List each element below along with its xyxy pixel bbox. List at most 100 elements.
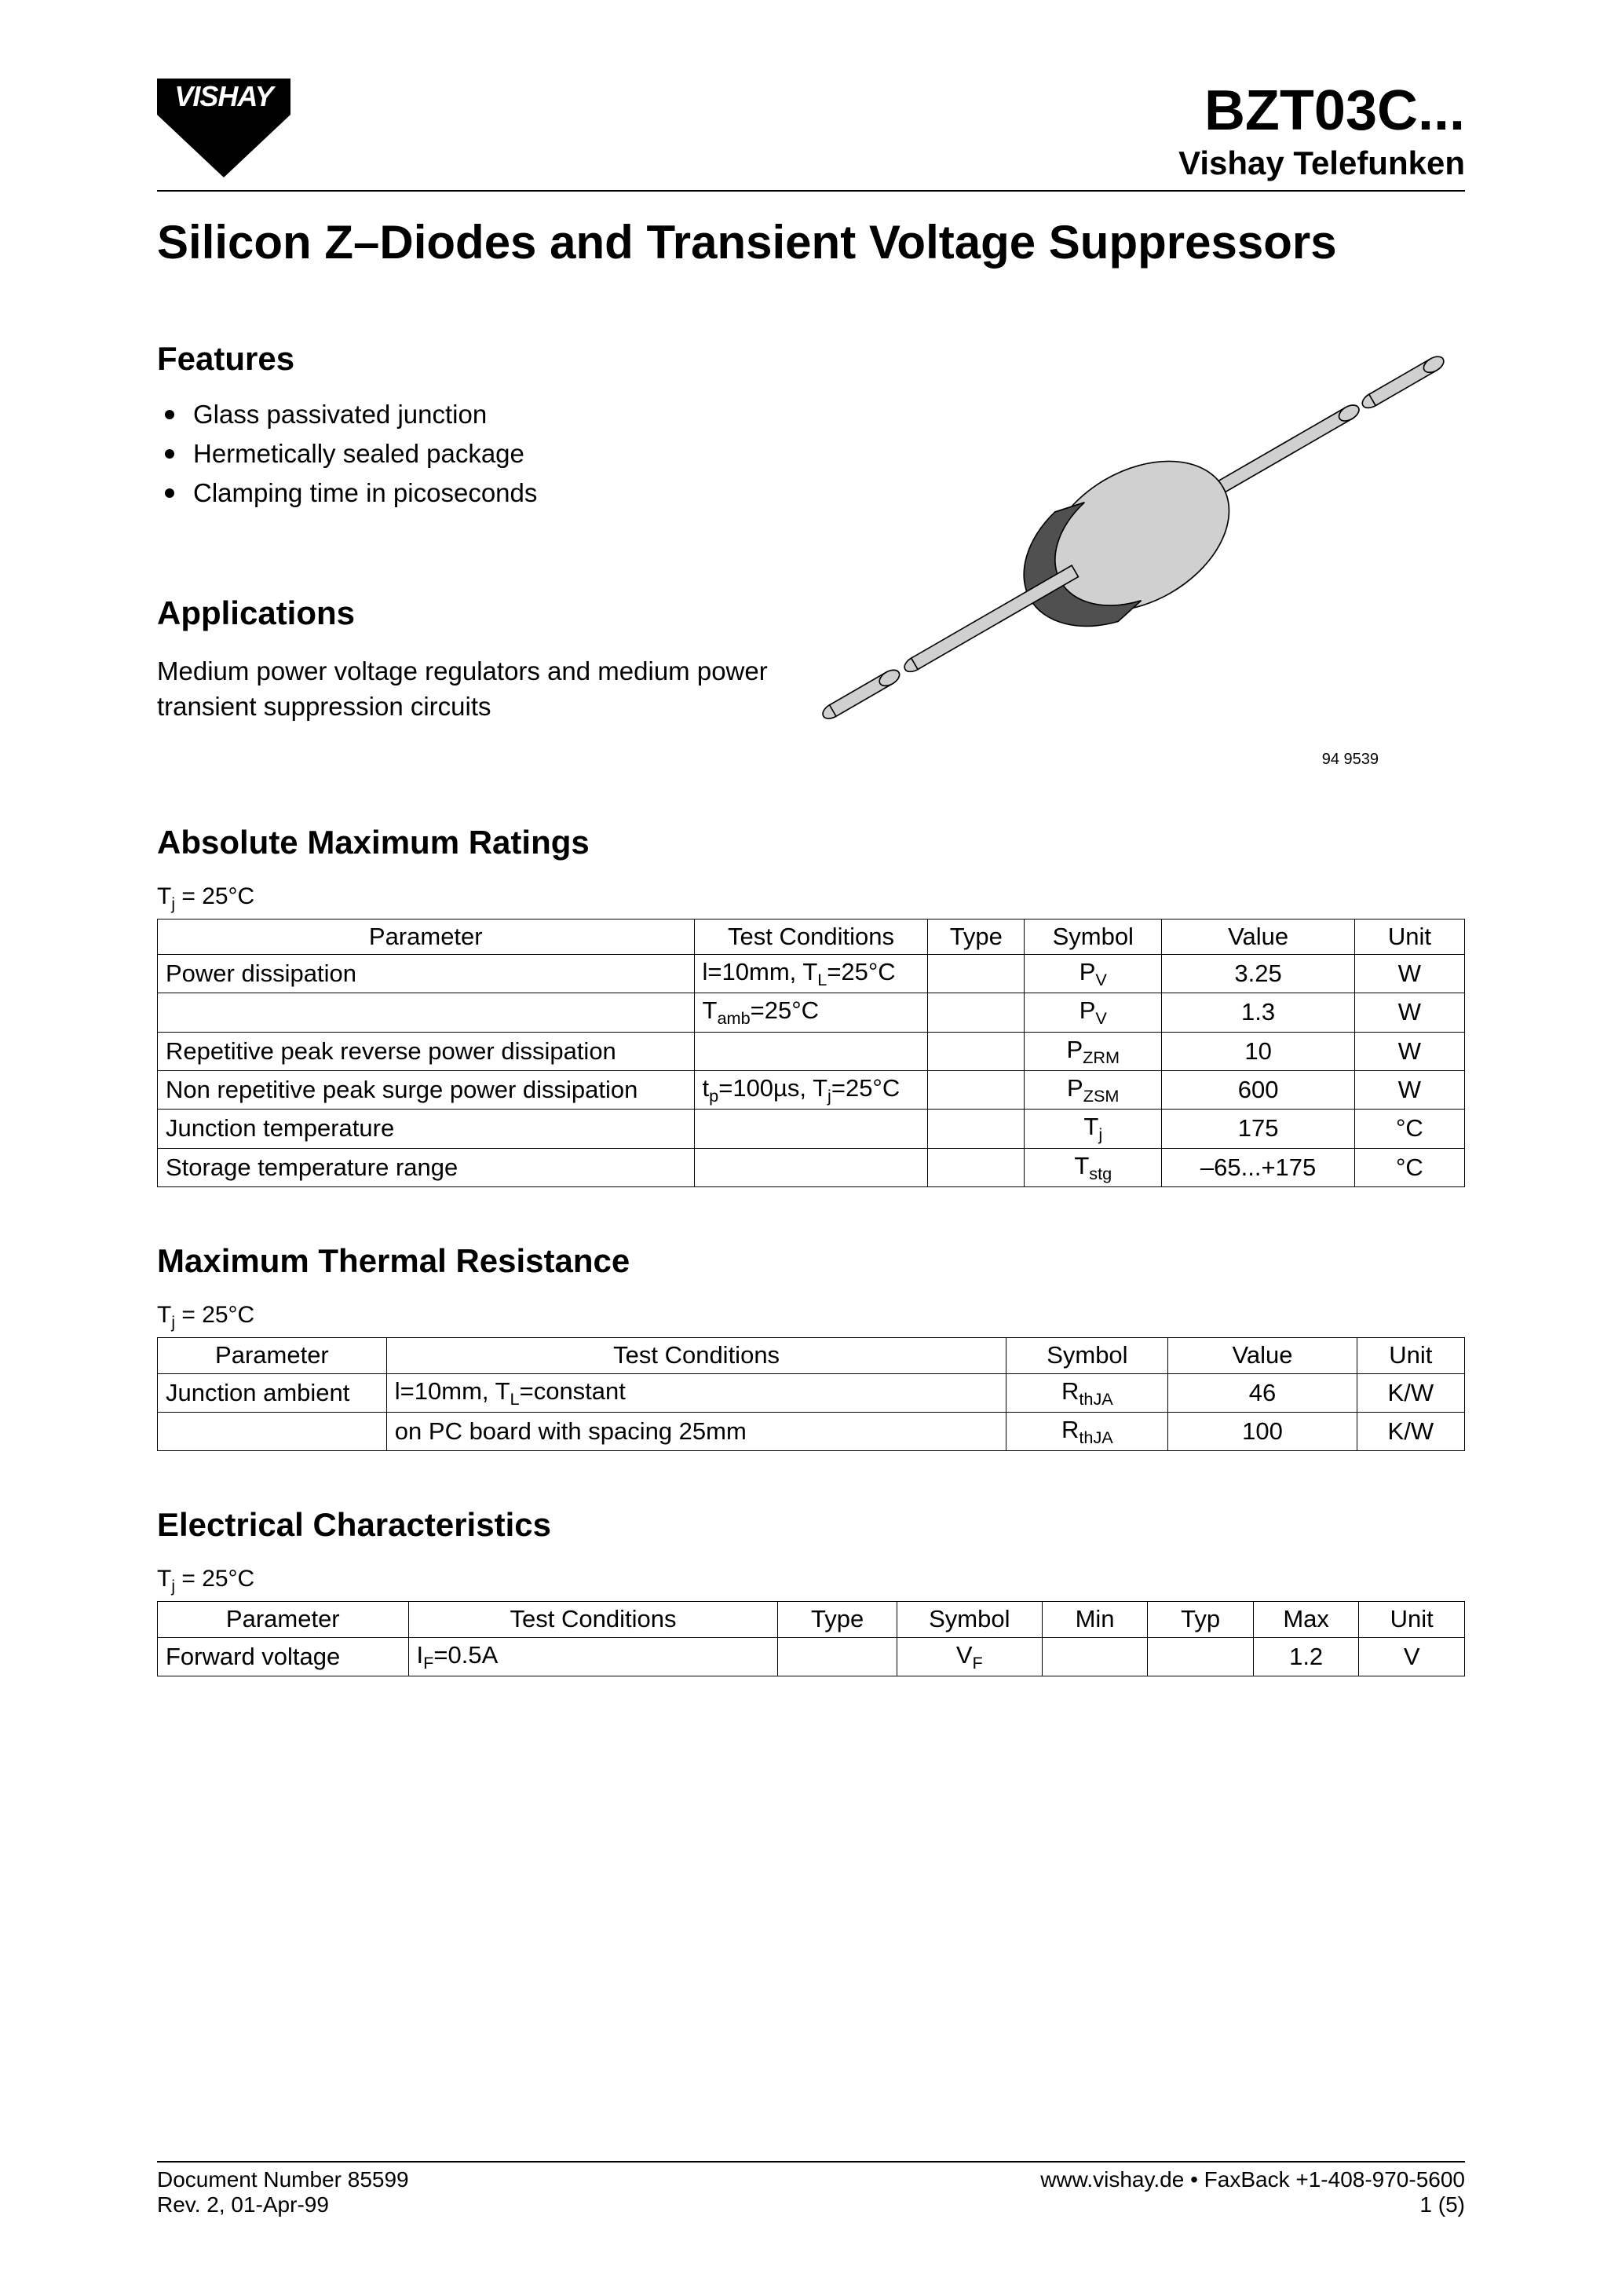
cell-parameter: Junction temperature — [158, 1110, 695, 1148]
cell-value: –65...+175 — [1162, 1148, 1354, 1186]
cell-type — [928, 1032, 1025, 1070]
main-title: Silicon Z–Diodes and Transient Voltage S… — [157, 215, 1465, 269]
cell-type — [928, 1071, 1025, 1110]
thermal-section: Maximum Thermal Resistance Tj = 25°C Par… — [157, 1242, 1465, 1451]
cell-typ — [1148, 1637, 1254, 1676]
electrical-condition: Tj = 25°C — [157, 1566, 1465, 1596]
cell-value: 1.3 — [1162, 993, 1354, 1032]
table-header: Symbol — [1006, 1338, 1168, 1373]
cell-test: tp=100µs, Tj=25°C — [694, 1071, 928, 1110]
title-block: BZT03C... Vishay Telefunken — [1178, 79, 1465, 182]
table-header: Value — [1162, 919, 1354, 954]
table-header: Type — [778, 1602, 897, 1637]
cell-unit: W — [1354, 954, 1464, 993]
footer-divider — [157, 2161, 1465, 2163]
table-row: Junction ambientl=10mm, TL=constantRthJA… — [158, 1373, 1465, 1412]
cell-type — [928, 954, 1025, 993]
features-list: Glass passivated junction Hermetically s… — [157, 400, 785, 508]
cell-parameter: Storage temperature range — [158, 1148, 695, 1186]
table-header: Test Conditions — [386, 1338, 1006, 1373]
table-row: Non repetitive peak surge power dissipat… — [158, 1071, 1465, 1110]
footer-doc-number: Document Number 85599 — [157, 2167, 409, 2192]
abs-max-heading: Absolute Maximum Ratings — [157, 824, 1465, 861]
table-header: Unit — [1359, 1602, 1465, 1637]
cell-parameter — [158, 993, 695, 1032]
cell-parameter — [158, 1412, 387, 1450]
logo-text: VISHAY — [157, 79, 290, 115]
cell-symbol: PZSM — [1025, 1071, 1162, 1110]
table-header: Typ — [1148, 1602, 1254, 1637]
electrical-heading: Electrical Characteristics — [157, 1506, 1465, 1544]
applications-heading: Applications — [157, 594, 785, 632]
thermal-table: ParameterTest ConditionsSymbolValueUnitJ… — [157, 1337, 1465, 1451]
cell-symbol: PV — [1025, 954, 1162, 993]
table-header: Test Conditions — [694, 919, 928, 954]
footer-left: Document Number 85599 Rev. 2, 01-Apr-99 — [157, 2167, 409, 2217]
cell-test: IF=0.5A — [408, 1637, 778, 1676]
cell-parameter: Non repetitive peak surge power dissipat… — [158, 1071, 695, 1110]
features-heading: Features — [157, 340, 785, 378]
cell-type — [928, 1110, 1025, 1148]
cell-value: 46 — [1168, 1373, 1357, 1412]
cell-value: 10 — [1162, 1032, 1354, 1070]
thermal-heading: Maximum Thermal Resistance — [157, 1242, 1465, 1280]
feature-item: Hermetically sealed package — [165, 439, 785, 469]
table-row: Power dissipationl=10mm, TL=25°CPV3.25W — [158, 954, 1465, 993]
cell-unit: V — [1359, 1637, 1465, 1676]
cell-test — [694, 1032, 928, 1070]
cell-type — [778, 1637, 897, 1676]
feature-item: Glass passivated junction — [165, 400, 785, 430]
table-header: Max — [1253, 1602, 1359, 1637]
cell-symbol: Tj — [1025, 1110, 1162, 1148]
vishay-logo: VISHAY — [157, 79, 290, 177]
table-header: Parameter — [158, 1338, 387, 1373]
cell-symbol: VF — [897, 1637, 1042, 1676]
logo-triangle-icon — [157, 115, 290, 177]
table-row: Tamb=25°C PV1.3W — [158, 993, 1465, 1032]
table-header: Unit — [1354, 919, 1464, 954]
cell-symbol: RthJA — [1006, 1373, 1168, 1412]
abs-max-condition: Tj = 25°C — [157, 883, 1465, 914]
abs-max-table: ParameterTest ConditionsTypeSymbolValueU… — [157, 919, 1465, 1188]
electrical-table: ParameterTest ConditionsTypeSymbolMinTyp… — [157, 1601, 1465, 1676]
cell-unit: K/W — [1357, 1412, 1464, 1450]
table-header: Symbol — [897, 1602, 1042, 1637]
table-header: Type — [928, 919, 1025, 954]
cell-unit: °C — [1354, 1148, 1464, 1186]
intro-section: Features Glass passivated junction Herme… — [157, 340, 1465, 769]
part-number: BZT03C... — [1178, 79, 1465, 143]
footer-right: www.vishay.de • FaxBack +1-408-970-5600 … — [1040, 2167, 1465, 2217]
cell-unit: W — [1354, 993, 1464, 1032]
cell-unit: W — [1354, 1032, 1464, 1070]
cell-parameter: Power dissipation — [158, 954, 695, 993]
cell-symbol: RthJA — [1006, 1412, 1168, 1450]
header-subtitle: Vishay Telefunken — [1178, 144, 1465, 182]
cell-test: Tamb=25°C — [694, 993, 928, 1032]
cell-symbol: PV — [1025, 993, 1162, 1032]
footer-contact: www.vishay.de • FaxBack +1-408-970-5600 — [1040, 2167, 1465, 2192]
footer-page: 1 (5) — [1040, 2192, 1465, 2217]
diode-package-icon — [811, 340, 1465, 755]
footer: Document Number 85599 Rev. 2, 01-Apr-99 … — [157, 2161, 1465, 2217]
cell-type — [928, 993, 1025, 1032]
table-header: Min — [1042, 1602, 1148, 1637]
cell-parameter: Repetitive peak reverse power dissipatio… — [158, 1032, 695, 1070]
cell-test: l=10mm, TL=constant — [386, 1373, 1006, 1412]
cell-min — [1042, 1637, 1148, 1676]
footer-revision: Rev. 2, 01-Apr-99 — [157, 2192, 409, 2217]
cell-test — [694, 1148, 928, 1186]
cell-test: l=10mm, TL=25°C — [694, 954, 928, 993]
table-header: Symbol — [1025, 919, 1162, 954]
cell-parameter: Junction ambient — [158, 1373, 387, 1412]
cell-type — [928, 1148, 1025, 1186]
cell-test: on PC board with spacing 25mm — [386, 1412, 1006, 1450]
cell-unit: W — [1354, 1071, 1464, 1110]
header-divider — [157, 190, 1465, 192]
cell-unit: °C — [1354, 1110, 1464, 1148]
table-header: Unit — [1357, 1338, 1464, 1373]
cell-symbol: PZRM — [1025, 1032, 1162, 1070]
intro-right-column: 94 9539 — [811, 340, 1465, 769]
electrical-section: Electrical Characteristics Tj = 25°C Par… — [157, 1506, 1465, 1676]
cell-max: 1.2 — [1253, 1637, 1359, 1676]
table-row: Forward voltageIF=0.5AVF1.2V — [158, 1637, 1465, 1676]
